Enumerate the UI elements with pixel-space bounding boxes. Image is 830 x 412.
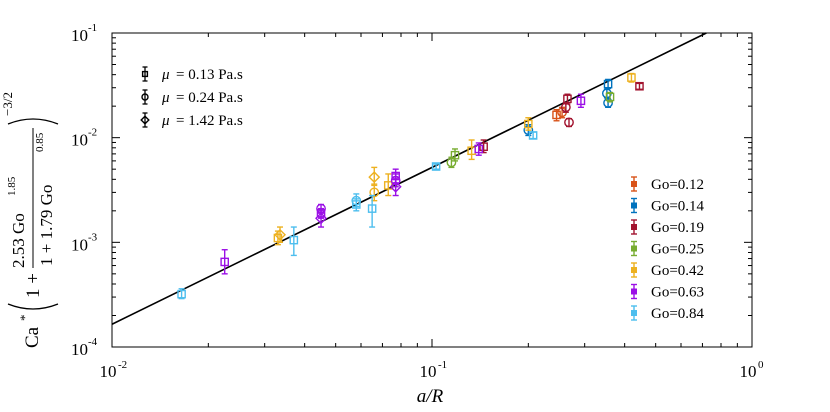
data-point-square <box>635 81 644 91</box>
y-tick-label-exp: -4 <box>88 336 98 348</box>
legend-color-swatch <box>631 245 637 252</box>
data-point-square <box>576 96 586 106</box>
y-label-right-paren <box>7 118 59 125</box>
legend-color-swatch <box>631 181 637 187</box>
legend-color-swatch <box>631 310 637 316</box>
marker-legend: μ = 0.13 Pa.s μ = 0.24 Pa.s μ = 1.42 Pa.s <box>140 66 243 129</box>
x-tick-label: 10 <box>740 362 757 381</box>
legend-series-name: Go=0.63 <box>651 285 704 301</box>
legend-label-value: = 1.42 Pa.s <box>176 113 243 129</box>
data-point-square <box>450 150 460 160</box>
data-point-square <box>603 79 613 89</box>
data-point-diamond <box>389 180 402 193</box>
x-tick-label-exp: -2 <box>118 359 127 371</box>
data-point-square <box>351 200 361 209</box>
y-label-star: * <box>17 315 32 322</box>
legend-series-name: Go=0.19 <box>651 220 704 236</box>
legend-series-name: Go=0.84 <box>651 306 705 322</box>
y-axis-label: Ca * 1 + 2.53 Go 1.85 1 + 1.79 Go 0.85 −… <box>0 92 59 348</box>
x-axis-ticks: 10 -2 10 -1 10 0 <box>100 33 764 381</box>
fit-line <box>111 32 707 325</box>
legend-marker-circle <box>141 93 149 101</box>
y-label-denominator-exp: 0.85 <box>34 132 46 152</box>
data-point-circle <box>564 117 574 128</box>
color-legend: Go=0.12 Go=0.14 Go=0.19 Go=0.25 Go=0.42 Go=0.… <box>631 176 705 322</box>
legend-label-value: = 0.13 Pa.s <box>176 67 243 83</box>
data-point-square <box>552 110 561 120</box>
data-point-circle <box>560 102 571 113</box>
legend-series-name: Go=0.42 <box>651 263 704 279</box>
y-tick-label: 10 <box>71 131 88 150</box>
data-point-circle <box>446 157 457 168</box>
data-point-square <box>367 204 377 213</box>
legend-color-swatch <box>631 202 637 209</box>
y-label-numerator-exp: 1.85 <box>6 176 18 196</box>
y-tick-label: 10 <box>71 235 88 254</box>
data-point-diamond <box>315 212 328 225</box>
legend-color-swatch <box>631 224 637 230</box>
legend-label-symbol: μ <box>161 90 170 106</box>
data-point-square <box>524 119 533 129</box>
x-tick-label: 10 <box>100 362 117 381</box>
data-points <box>177 72 644 300</box>
y-tick-label: 10 <box>71 340 88 359</box>
data-point-diamond <box>368 171 381 184</box>
legend-label-symbol: μ <box>161 113 170 129</box>
x-tick-label-exp: -1 <box>438 359 447 371</box>
data-point-circle <box>603 97 613 108</box>
y-tick-label: 10 <box>71 26 88 45</box>
y-axis-ticks: 10-410-310-210-1 <box>71 22 752 359</box>
y-label-ca: Ca <box>22 326 43 348</box>
data-point-square <box>474 144 484 154</box>
y-tick-label-exp: -2 <box>88 127 97 139</box>
legend-marker-square <box>141 70 149 78</box>
y-label-denominator: 1 + 1.79 Go <box>37 185 56 266</box>
data-point-square <box>177 289 186 299</box>
y-tick-label-exp: -1 <box>88 22 97 34</box>
legend-series-name: Go=0.25 <box>651 242 704 258</box>
x-tick-label-exp: 0 <box>758 359 764 371</box>
legend-marker-diamond <box>140 115 150 125</box>
data-point-square <box>627 73 636 82</box>
legend-series-name: Go=0.12 <box>651 177 704 193</box>
x-tick-label: 10 <box>420 362 437 381</box>
data-point-square <box>605 92 615 102</box>
legend-label-symbol: μ <box>161 67 170 83</box>
y-label-numerator: 2.53 Go <box>9 213 28 268</box>
data-point-square <box>431 162 441 171</box>
legend-color-swatch <box>631 288 637 295</box>
legend-series-name: Go=0.14 <box>651 199 705 215</box>
x-axis-label: a/R <box>417 386 444 407</box>
legend-color-swatch <box>631 267 637 273</box>
data-point-square <box>479 142 488 151</box>
legend-label-value: = 0.24 Pa.s <box>176 90 243 106</box>
y-label-outer-exp: −3/2 <box>0 92 15 116</box>
data-point-circle <box>369 187 380 198</box>
data-point-square <box>220 257 229 267</box>
y-label-one-plus: 1 + <box>23 273 44 298</box>
y-tick-label-exp: -3 <box>88 231 98 243</box>
data-point-diamond <box>274 228 287 241</box>
y-label-left-paren <box>7 303 59 310</box>
data-point-square <box>289 235 299 245</box>
data-point-square <box>528 131 538 140</box>
